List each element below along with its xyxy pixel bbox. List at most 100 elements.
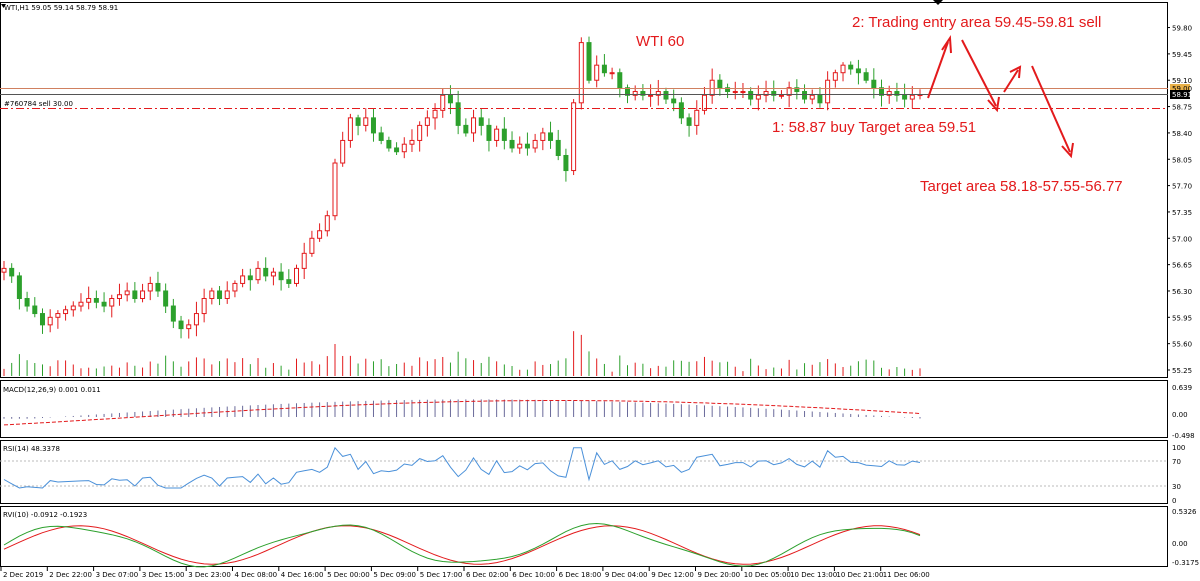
time-label-15: 9 Dec 20:00 bbox=[698, 571, 741, 579]
chart-title: WTI 60 bbox=[636, 33, 684, 50]
candle bbox=[109, 297, 115, 307]
macd-label: MACD(12,26,9) 0.001 0.011 bbox=[3, 386, 101, 394]
candle bbox=[640, 91, 646, 96]
candle bbox=[355, 117, 361, 126]
candle bbox=[447, 94, 453, 104]
candle bbox=[617, 72, 623, 89]
macd-signal-line bbox=[3, 400, 921, 426]
rvi-tick-2: -0.3175 bbox=[1172, 559, 1199, 567]
candle bbox=[247, 275, 253, 281]
candle bbox=[902, 94, 908, 100]
macd-tick-1: 0.00 bbox=[1172, 411, 1188, 419]
candle bbox=[286, 279, 292, 284]
candle bbox=[240, 275, 246, 284]
rvi-pane bbox=[0, 506, 1168, 567]
price-tick-5: 58.05 bbox=[1172, 156, 1192, 164]
time-label-3: 3 Dec 15:00 bbox=[142, 571, 185, 579]
candle bbox=[70, 305, 76, 311]
time-label-0: 2 Dec 2019 bbox=[3, 571, 43, 579]
candle bbox=[817, 94, 823, 104]
candle bbox=[648, 94, 654, 97]
shift-marker-icon[interactable] bbox=[933, 0, 943, 5]
candle bbox=[455, 102, 461, 126]
candle bbox=[701, 94, 707, 111]
time-label-12: 6 Dec 18:00 bbox=[559, 571, 602, 579]
time-label-14: 9 Dec 12:00 bbox=[651, 571, 694, 579]
candle bbox=[409, 139, 415, 145]
candle bbox=[147, 282, 153, 292]
symbol-header: WTI,H1 59.05 59.14 58.79 58.91 bbox=[4, 4, 118, 12]
candle bbox=[294, 267, 300, 284]
candle bbox=[378, 132, 384, 141]
candle bbox=[263, 267, 269, 277]
candle bbox=[93, 297, 99, 303]
candle bbox=[548, 132, 554, 141]
candle bbox=[740, 91, 746, 94]
ask-price-label: 59.00 bbox=[1172, 85, 1192, 93]
collapse-arrow-icon[interactable] bbox=[1, 4, 6, 8]
price-tick-7: 57.35 bbox=[1172, 209, 1192, 217]
rsi-label: RSI(14) 48.3378 bbox=[3, 445, 60, 453]
candle bbox=[786, 87, 792, 96]
candle bbox=[855, 68, 861, 74]
rvi-label: RVI(10) -0.0912 -0.1923 bbox=[3, 511, 87, 519]
candle bbox=[725, 87, 731, 93]
candle bbox=[802, 91, 808, 100]
macd-tick-0: 0.639 bbox=[1172, 384, 1192, 392]
candle bbox=[578, 42, 584, 104]
candle bbox=[47, 316, 53, 326]
candle bbox=[440, 94, 446, 111]
candle bbox=[678, 102, 684, 119]
candle bbox=[255, 267, 261, 281]
arrow-up-2 bbox=[1003, 69, 1019, 93]
arrow-down-1 bbox=[961, 39, 997, 107]
candle bbox=[686, 117, 692, 126]
price-tick-8: 57.00 bbox=[1172, 235, 1192, 243]
candle bbox=[778, 94, 784, 97]
time-label-17: 10 Dec 13:00 bbox=[790, 571, 837, 579]
candle bbox=[309, 237, 315, 254]
time-label-13: 9 Dec 04:00 bbox=[605, 571, 648, 579]
candle bbox=[78, 301, 84, 307]
candle bbox=[471, 117, 477, 134]
candle bbox=[555, 139, 561, 156]
candle bbox=[155, 282, 161, 292]
time-label-8: 5 Dec 09:00 bbox=[373, 571, 416, 579]
candle bbox=[347, 117, 353, 141]
candle bbox=[879, 87, 885, 96]
candle bbox=[586, 42, 592, 81]
candle bbox=[755, 94, 761, 100]
candle bbox=[494, 128, 500, 141]
candle bbox=[432, 109, 438, 119]
candle bbox=[601, 64, 607, 74]
candle bbox=[32, 305, 38, 315]
candle bbox=[140, 290, 146, 299]
annotation-buy: 1: 58.87 buy Target area 59.51 bbox=[772, 119, 976, 136]
volume-bars bbox=[3, 331, 921, 376]
time-label-18: 10 Dec 21:00 bbox=[836, 571, 883, 579]
price-pane bbox=[0, 2, 1168, 378]
candle bbox=[517, 143, 523, 149]
current-price-label: 58.91 bbox=[1172, 91, 1192, 99]
rsi-pane bbox=[0, 440, 1168, 504]
arrowhead-up-2-icon bbox=[1009, 65, 1022, 79]
price-tick-3: 58.75 bbox=[1172, 104, 1192, 112]
price-tick-0: 59.80 bbox=[1172, 25, 1192, 33]
candle bbox=[317, 230, 323, 239]
price-tick-4: 58.40 bbox=[1172, 130, 1192, 138]
rsi-tick-100: 100 bbox=[1172, 444, 1185, 452]
candle bbox=[116, 294, 122, 299]
macd-tick-2: -0.498 bbox=[1172, 432, 1195, 440]
candle bbox=[193, 313, 199, 326]
candle bbox=[163, 290, 169, 307]
candle bbox=[624, 87, 630, 96]
time-label-11: 6 Dec 10:00 bbox=[512, 571, 555, 579]
arrowhead-up-1-icon bbox=[941, 34, 952, 54]
candle bbox=[417, 124, 423, 141]
candle bbox=[540, 132, 546, 141]
candle bbox=[232, 282, 238, 292]
candle bbox=[370, 117, 376, 134]
candle bbox=[332, 162, 338, 217]
candle bbox=[863, 72, 869, 81]
